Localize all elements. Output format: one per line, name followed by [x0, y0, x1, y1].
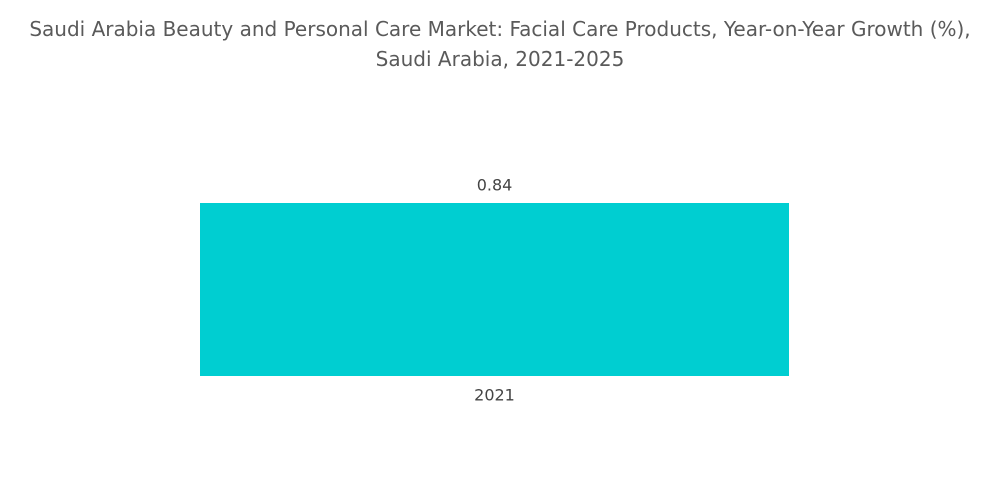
value-label: 0.84 — [477, 176, 513, 195]
bar — [200, 203, 789, 376]
x-tick-label: 2021 — [474, 386, 515, 405]
chart-title: Saudi Arabia Beauty and Personal Care Ma… — [29, 17, 971, 71]
